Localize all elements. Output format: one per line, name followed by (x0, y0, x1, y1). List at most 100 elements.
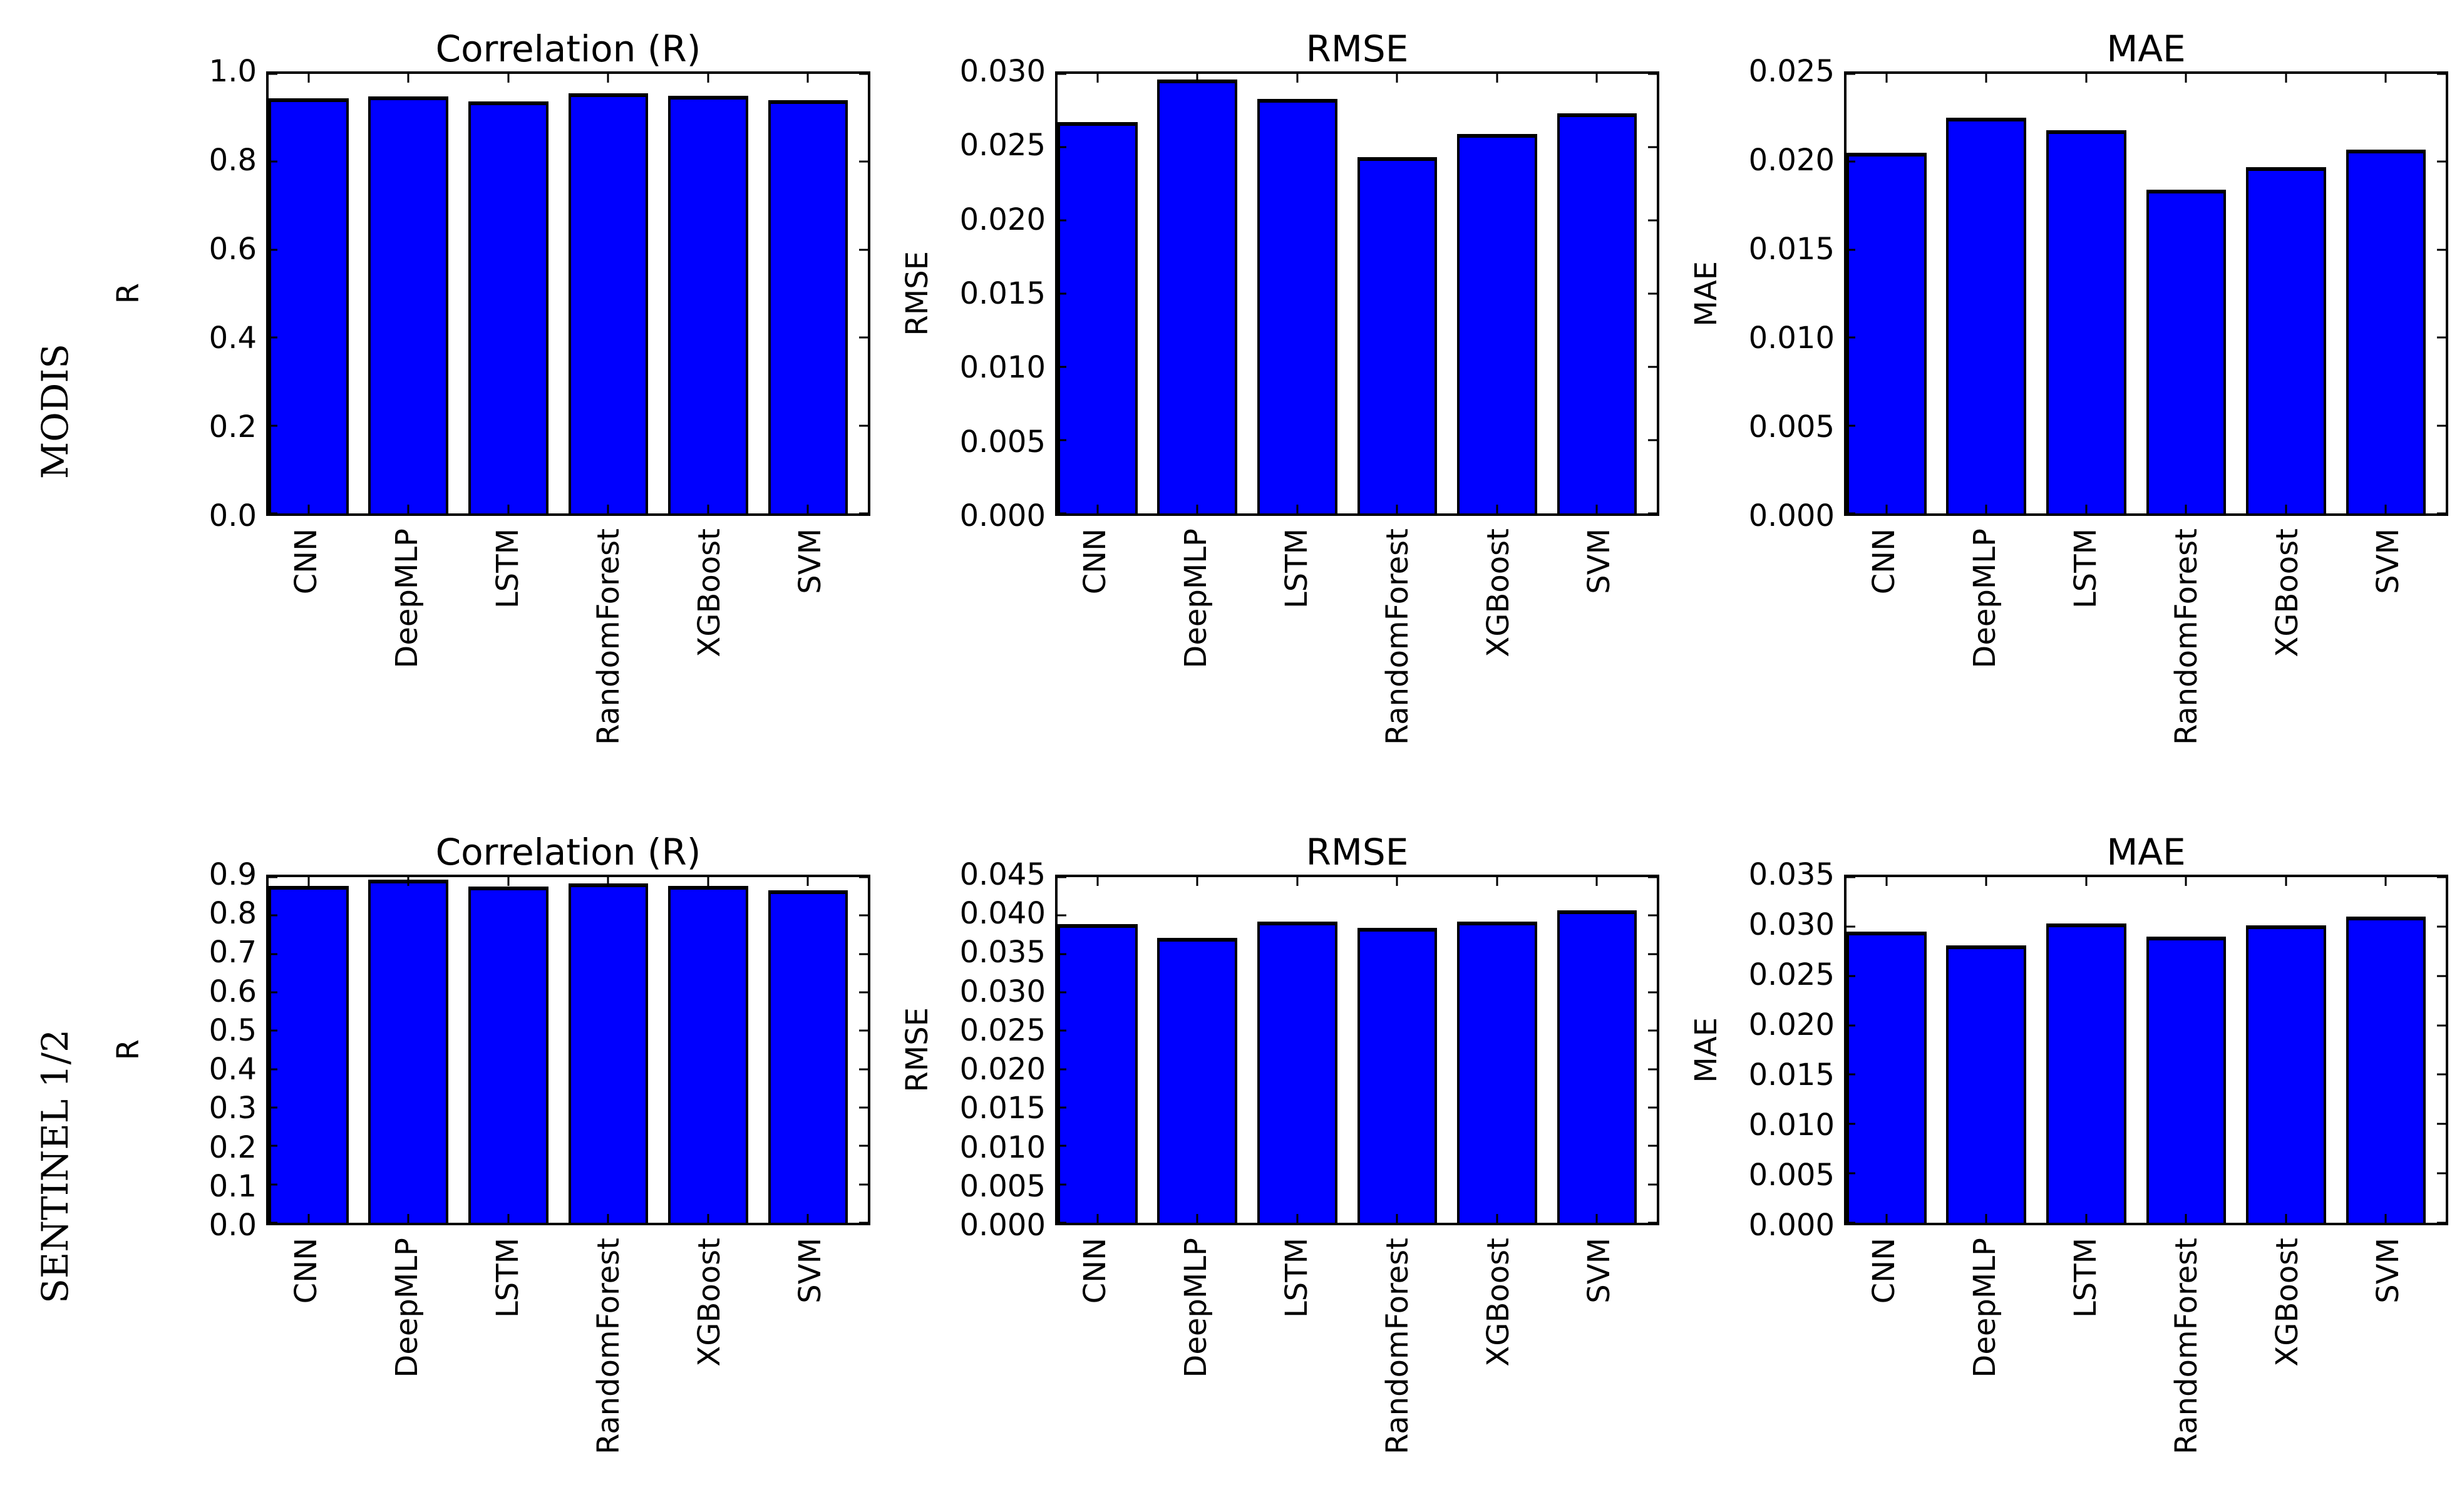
x-tick-label-text: DeepMLP (1967, 528, 2003, 669)
x-tick-label-text: DeepMLP (1967, 1238, 2003, 1378)
x-tick-mark (307, 505, 310, 513)
y-tick-mark (859, 160, 868, 163)
bar-xgboost (667, 96, 748, 513)
y-tick-mark (859, 512, 868, 515)
y-tick-mark (1058, 876, 1066, 878)
bar-svm (768, 890, 848, 1223)
x-tick-label-text: DeepMLP (389, 528, 425, 669)
x-tick-label-text: RandomForest (1379, 1238, 1415, 1455)
x-tick-label-svm: SVM (2371, 528, 2406, 597)
y-tick-mark (1648, 876, 1657, 878)
y-tick-mark (1648, 1029, 1657, 1032)
y-tick-label: 0.015 (959, 1091, 1046, 1126)
x-tick-label-text: SVM (2370, 1238, 2406, 1304)
x-tick-mark (2185, 505, 2187, 513)
bar-deepmlp (1946, 945, 2027, 1223)
x-tick-label-xgboost: XGBoost (692, 1238, 727, 1369)
x-tick-mark (1885, 505, 1888, 513)
x-tick-mark (1196, 1214, 1198, 1223)
chart-panel-correlation-r: Correlation (R) R 0.0 0.1 0.2 0.3 0.4 0.5 0.6 0.7… (110, 832, 870, 1501)
x-tick-mark (1396, 1214, 1398, 1223)
x-tick-mark (1096, 1214, 1099, 1223)
x-tick-label-randomforest: RandomForest (2169, 528, 2204, 748)
plot-area (1055, 875, 1659, 1225)
x-tick-mark (1496, 1214, 1498, 1223)
y-tick-label: 0.040 (959, 896, 1046, 932)
x-tick-label-text: RandomForest (590, 1238, 626, 1455)
bar-deepmlp (1157, 80, 1238, 513)
x-tick-mark (2384, 505, 2387, 513)
y-tick-mark (269, 991, 277, 994)
y-tick-mark (269, 512, 277, 515)
x-tick-mark (307, 74, 310, 83)
y-tick-mark (269, 336, 277, 339)
x-tick-mark (1595, 877, 1598, 886)
x-tick-label-deepmlp: DeepMLP (1178, 528, 1213, 671)
x-tick-label-xgboost: XGBoost (1481, 1238, 1516, 1369)
x-tick-mark (507, 505, 510, 513)
x-tick-label-randomforest: RandomForest (1379, 1238, 1415, 1457)
row-label-modis: MODIS (0, 29, 110, 795)
bar-randomforest (1357, 927, 1438, 1223)
x-tick-mark (2185, 1214, 2187, 1223)
x-tick-label-text: CNN (289, 1238, 324, 1304)
y-tick-label: 0.020 (959, 202, 1046, 237)
chart-panel-mae: MAE MAE 0.000 0.005 0.010 0.015 0.020 0.025 0.03… (1687, 832, 2448, 1501)
x-tick-mark (307, 877, 310, 886)
y-tick-mark (859, 249, 868, 251)
x-tick-mark (2384, 1214, 2387, 1223)
y-tick-label: 0.4 (209, 321, 257, 356)
y-tick-mark (269, 953, 277, 955)
bar-randomforest (568, 93, 649, 513)
x-tick-mark (806, 877, 809, 886)
y-tick-mark (1847, 73, 1855, 75)
x-tick-mark (407, 1214, 410, 1223)
x-tick-mark (1985, 1214, 1987, 1223)
y-tick-label: 0.015 (959, 276, 1046, 311)
x-tick-label-text: CNN (1867, 528, 1902, 595)
y-tick-mark (1648, 991, 1657, 994)
y-tick-label: 0.000 (1748, 498, 1835, 533)
bar-randomforest (568, 883, 649, 1223)
plot-area (266, 71, 870, 516)
figure-row-sentinel: SENTINEL 1/2 Correlation (R) R 0.0 0.1 0.2 0.… (0, 832, 2457, 1501)
x-tick-label-cnn: CNN (289, 528, 324, 597)
y-tick-label: 0.005 (959, 1168, 1046, 1204)
x-tick-mark (1296, 877, 1299, 886)
y-tick-mark (2437, 160, 2446, 163)
charts-row-sentinel: Correlation (R) R 0.0 0.1 0.2 0.3 0.4 0.5 0.6 0.7… (110, 832, 2448, 1501)
x-tick-mark (307, 1214, 310, 1223)
y-tick-mark (1058, 991, 1066, 994)
x-tick-labels: CNN DeepMLP LSTM RandomForest XGBoost SVM (1055, 516, 1659, 795)
x-tick-label-deepmlp: DeepMLP (1967, 1238, 2003, 1381)
bar-cnn (1058, 923, 1138, 1223)
y-tick-label: 0.3 (209, 1091, 257, 1126)
x-tick-mark (2085, 877, 2088, 886)
x-tick-label-deepmlp: DeepMLP (1967, 528, 2003, 671)
y-tick-mark (269, 1183, 277, 1186)
y-tick-mark (269, 1106, 277, 1109)
x-tick-mark (507, 877, 510, 886)
chart-body: RMSE 0.000 0.005 0.010 0.015 0.020 0.025 0.030 (899, 56, 1659, 531)
y-tick-mark (1847, 160, 1855, 163)
y-tick-label: 1.0 (209, 54, 257, 89)
chart-body: MAE 0.000 0.005 0.010 0.015 0.020 0.025 (1687, 56, 2448, 531)
x-tick-mark (2085, 505, 2088, 513)
x-tick-label-lstm: LSTM (2068, 1238, 2103, 1320)
x-tick-label-xgboost: XGBoost (692, 528, 727, 660)
y-tick-labels: 0.000 0.005 0.010 0.015 0.020 0.025 0.030 0.035… (899, 860, 1055, 1240)
chart-panel-correlation-r: Correlation (R) R 0.0 0.2 0.4 0.6 0.8 1.0 CNN Dee… (110, 29, 870, 795)
y-tick-mark (859, 914, 868, 917)
y-tick-label: 0.6 (209, 974, 257, 1009)
bar-lstm (1257, 98, 1337, 513)
y-tick-mark (1648, 1221, 1657, 1224)
y-tick-label: 0.1 (209, 1168, 257, 1204)
x-tick-label-svm: SVM (793, 1238, 828, 1306)
bar-lstm (2046, 923, 2126, 1223)
y-tick-label: 0.015 (1748, 232, 1835, 267)
y-tick-mark (1648, 512, 1657, 515)
y-tick-mark (1648, 1183, 1657, 1186)
y-tick-label: 0.020 (959, 1052, 1046, 1088)
x-tick-mark (1196, 505, 1198, 513)
x-tick-label-cnn: CNN (289, 1238, 324, 1306)
